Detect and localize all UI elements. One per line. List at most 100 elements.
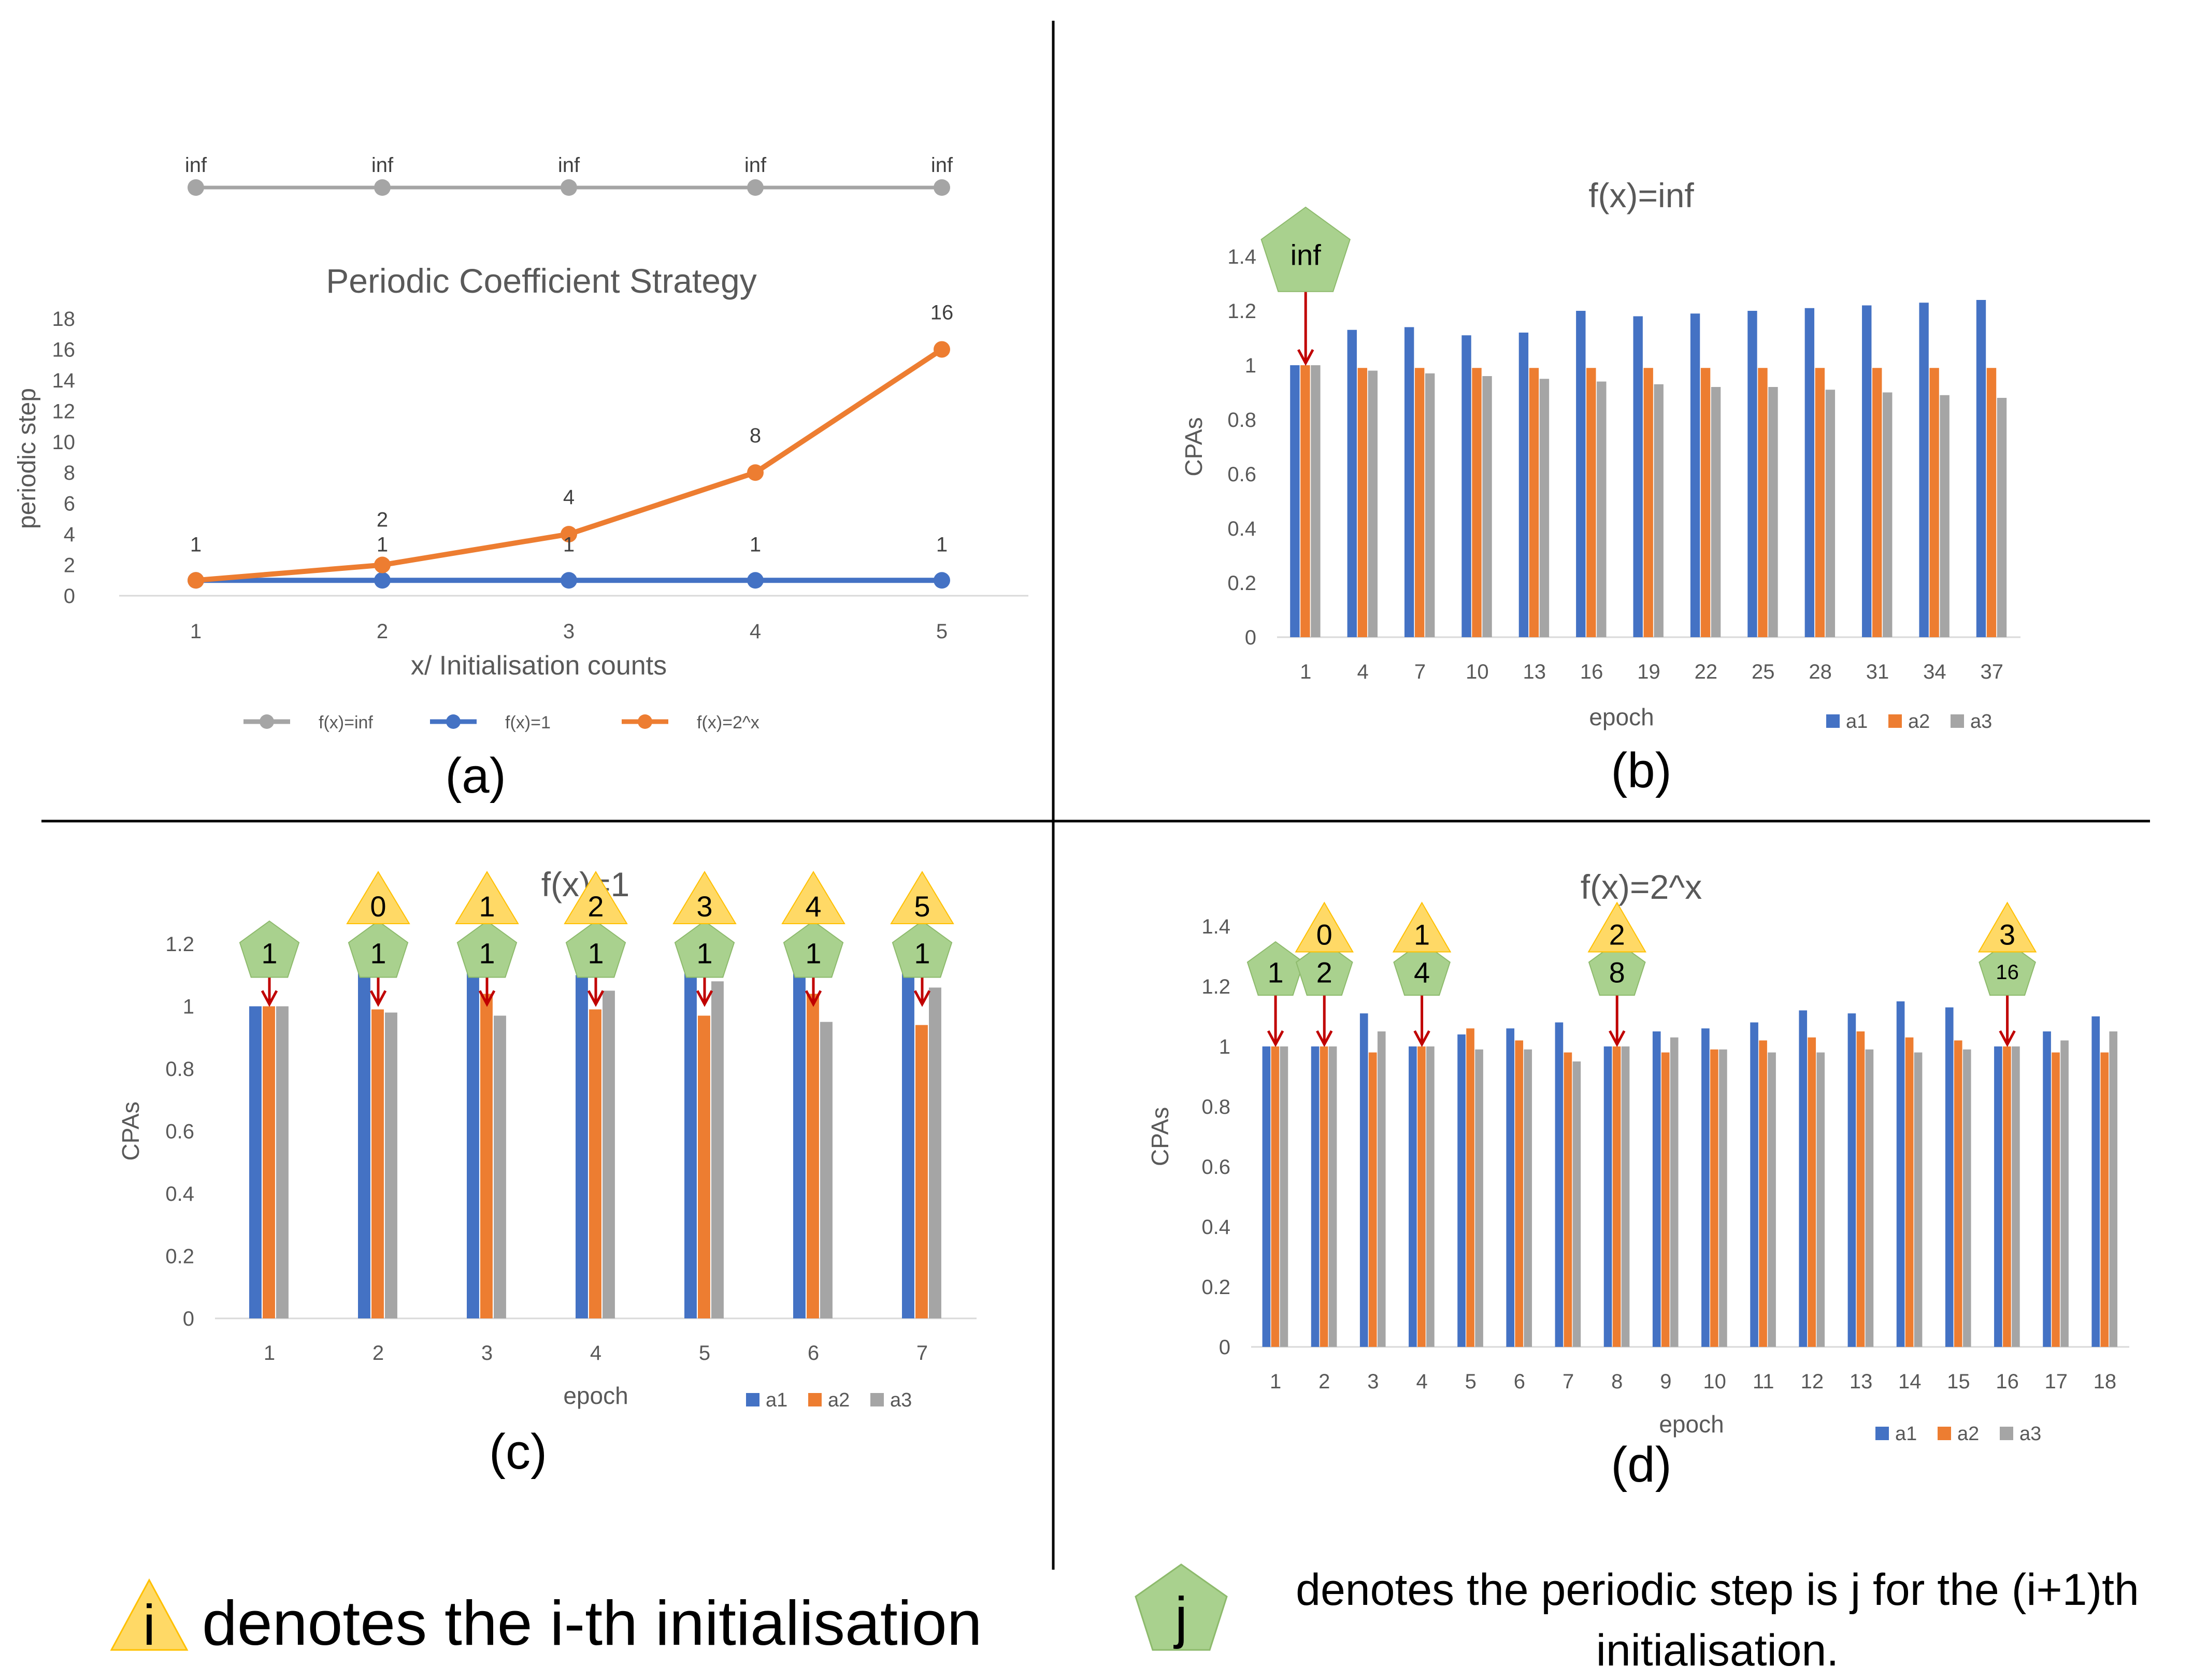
bar-a3 [1597, 381, 1607, 637]
bar-a3 [1426, 1046, 1435, 1347]
bar-a1 [1311, 1046, 1320, 1347]
triangle-marker-icon [1295, 901, 1354, 953]
legend-swatch-a3 [2000, 1427, 2013, 1440]
annotation-arrowhead [1316, 1030, 1333, 1047]
bar-a1 [1896, 1001, 1905, 1347]
series-point-fx-2x [934, 341, 950, 358]
bar-a2 [1300, 365, 1310, 637]
triangle-marker-label: 2 [1609, 918, 1625, 951]
triangle-marker-icon [455, 871, 519, 924]
bar-a2 [1414, 368, 1425, 637]
chart-d-xtick-label: 2 [1318, 1370, 1330, 1393]
pentagon-marker-label: 1 [587, 937, 604, 969]
legend-label-a1: a1 [1846, 711, 1868, 733]
bar-a3 [385, 1012, 397, 1318]
series-point-fx-2x [561, 526, 577, 543]
chart-d-ylabel: CPAs [1146, 1107, 1173, 1166]
bar-a1 [1994, 1046, 2002, 1347]
bar-a1 [1347, 329, 1357, 637]
pentagon-marker-icon [1588, 941, 1646, 996]
chart-c-ytick-label: 0.4 [165, 1183, 194, 1205]
annotation-arrowhead [261, 990, 278, 1007]
pentagon-marker-label: 2 [1316, 956, 1332, 988]
series-point-fx-inf [188, 179, 204, 196]
bar-a1 [1409, 1046, 1417, 1347]
bar-a2 [1758, 368, 1768, 637]
legend-swatch-a2 [1938, 1427, 1951, 1440]
bar-a2 [1700, 368, 1711, 637]
bar-a1 [576, 975, 588, 1318]
bar-a1 [1652, 1031, 1661, 1347]
triangle-marker-label: 0 [1316, 918, 1332, 951]
triangle-marker-label: 2 [587, 890, 604, 923]
legend-marker-fx-2x [638, 714, 652, 729]
data-label-fx-inf: inf [931, 154, 953, 177]
legend-swatch-a1 [1826, 714, 1840, 728]
pentagon-marker-icon [1260, 206, 1351, 292]
bar-a3 [1311, 365, 1321, 637]
triangle-marker-label: 3 [696, 890, 712, 923]
bar-a3 [1524, 1049, 1532, 1347]
panel-label-a: (a) [445, 748, 506, 803]
chart-b-ytick-label: 0.8 [1227, 409, 1256, 432]
chart-b-xtick-label: 4 [1357, 660, 1368, 683]
bar-a2 [1986, 368, 1997, 637]
chart-a-ytick-label: 16 [52, 338, 76, 361]
chart-d-xtick-label: 15 [1947, 1370, 1970, 1393]
data-label-fx-2x: 2 [377, 509, 388, 532]
bar-a2 [1856, 1031, 1865, 1347]
bar-a2 [1643, 368, 1653, 637]
bar-a1 [1919, 303, 1929, 637]
chart-d-ytick-label: 0.2 [1201, 1276, 1230, 1299]
chart-c-xlabel: epoch [563, 1382, 628, 1409]
bar-a2 [2003, 1046, 2011, 1347]
chart-a-ytick-label: 14 [52, 369, 76, 392]
panel-label-b: (b) [1611, 743, 1671, 798]
bar-a2 [915, 1025, 928, 1318]
bar-a2 [2100, 1052, 2109, 1347]
bar-a3 [1654, 384, 1664, 637]
series-point-fx-1 [374, 572, 391, 589]
annotation-arrowhead [587, 990, 605, 1007]
data-label-fx-2x: 8 [750, 424, 761, 447]
bar-a2 [1808, 1037, 1816, 1347]
series-point-fx-1 [747, 572, 764, 589]
chart-c-xtick-label: 6 [808, 1342, 819, 1365]
bar-a1 [1518, 333, 1529, 637]
bar-a2 [1929, 368, 1939, 637]
bar-a1 [1804, 308, 1815, 637]
chart-a-xtick-label: 3 [563, 620, 575, 643]
bar-a1 [793, 972, 806, 1318]
pentagon-marker-label: inf [1291, 238, 1322, 271]
chart-b-xtick-label: 34 [1923, 660, 1946, 683]
series-point-fx-inf [934, 179, 950, 196]
bar-a1 [1603, 1046, 1612, 1347]
chart-a-ytick-label: 4 [64, 523, 75, 546]
legend-label-a2: a2 [828, 1389, 850, 1411]
legend-swatch-a1 [1875, 1427, 1889, 1440]
bar-a2 [1710, 1049, 1718, 1347]
bar-a2 [1472, 368, 1482, 637]
bar-a3 [1816, 1052, 1825, 1347]
triangle-marker-icon [1392, 901, 1452, 953]
legend-label-a2: a2 [1908, 711, 1930, 733]
bar-a2 [1759, 1040, 1767, 1347]
bar-a3 [1475, 1049, 1483, 1347]
triangle-marker-label: 3 [1999, 918, 2015, 951]
bar-a3 [1572, 1061, 1581, 1347]
pentagon-marker-label: 16 [1996, 961, 2019, 984]
chart-a-ytick-label: 2 [64, 554, 75, 577]
chart-d-xtick-label: 1 [1270, 1370, 1281, 1393]
triangle-marker-icon [346, 871, 410, 924]
chart-d-xtick-label: 18 [2094, 1370, 2117, 1393]
bar-a3 [2060, 1040, 2069, 1347]
chart-a-ylabel: periodic step [13, 388, 41, 529]
pentagon-marker-label: 1 [1268, 956, 1284, 988]
chart-b-ytick-label: 1 [1245, 354, 1256, 377]
data-label-fx-inf: inf [185, 154, 207, 177]
triangle-marker-icon [781, 871, 845, 924]
chart-d-xtick-label: 9 [1660, 1370, 1671, 1393]
legend-marker-fx-1 [446, 714, 461, 729]
legend-label-a3: a3 [890, 1389, 912, 1411]
bar-a2 [1368, 1052, 1377, 1347]
